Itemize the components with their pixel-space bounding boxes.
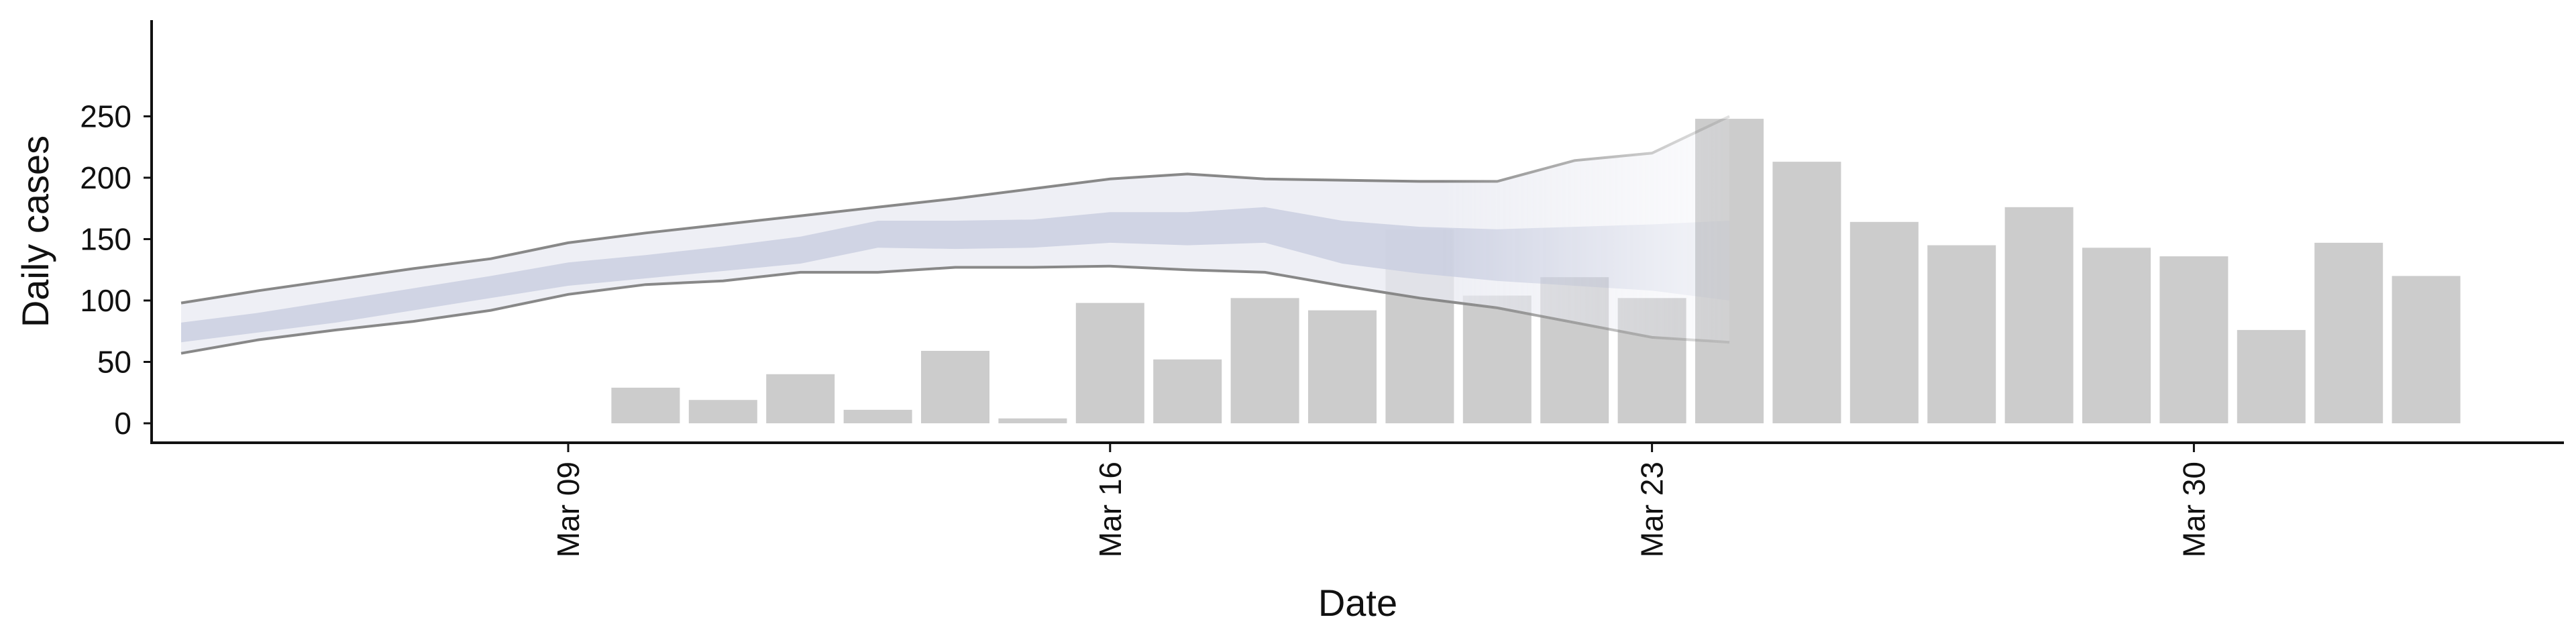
bar-2020-03-21	[1462, 295, 1532, 423]
bar-2020-03-12	[766, 374, 835, 423]
bar-2020-03-14	[921, 351, 989, 423]
x-tick-label-2020-03-23: Mar 23	[1635, 462, 1670, 557]
bar-2020-03-31	[2237, 329, 2306, 423]
bar-2020-03-11	[688, 400, 757, 423]
bar-2020-03-29	[2082, 248, 2151, 423]
forecast-bands	[180, 115, 1730, 355]
x-axis-label: Date	[1318, 582, 1397, 624]
y-tick-label-0: 0	[114, 406, 131, 441]
y-axis-label: Daily cases	[14, 136, 56, 327]
y-tick-label-100: 100	[80, 283, 131, 318]
bar-2020-03-30	[2159, 256, 2229, 423]
bar-2020-03-16	[1075, 303, 1144, 423]
bar-2020-03-28	[2004, 207, 2074, 423]
bar-2020-03-18	[1230, 298, 1299, 423]
bar-2020-03-26	[1849, 221, 1919, 423]
bars-group	[611, 119, 2461, 423]
axes	[150, 20, 2564, 444]
x-tick-label-2020-03-16: Mar 16	[1093, 462, 1128, 557]
bar-2020-04-01	[2314, 242, 2383, 423]
y-tick-label-150: 150	[80, 221, 131, 256]
y-tick-label-200: 200	[80, 160, 131, 195]
x-ticks: Mar 09 Mar 16 Mar 23 Mar 30	[551, 443, 2211, 557]
y-tick-label-50: 50	[97, 344, 131, 379]
bar-2020-03-15	[998, 418, 1067, 423]
bar-2020-03-27	[1927, 245, 1996, 423]
bar-2020-03-10	[611, 387, 680, 423]
bar-2020-03-19	[1308, 310, 1377, 423]
y-tick-label-250: 250	[80, 99, 131, 133]
x-tick-label-2020-03-30: Mar 30	[2176, 462, 2211, 557]
outer-upper-line	[180, 115, 1730, 305]
bar-2020-04-02	[2392, 276, 2461, 423]
outer-lower-line	[180, 264, 1730, 355]
bar-2020-03-25	[1772, 162, 1841, 423]
inner-interval-band	[181, 207, 1729, 343]
bar-2020-03-17	[1153, 359, 1222, 423]
bar-2020-03-13	[843, 409, 912, 423]
y-ticks: 0 50 100 150 200 250	[80, 99, 152, 441]
x-tick-label-2020-03-09: Mar 09	[551, 462, 586, 557]
